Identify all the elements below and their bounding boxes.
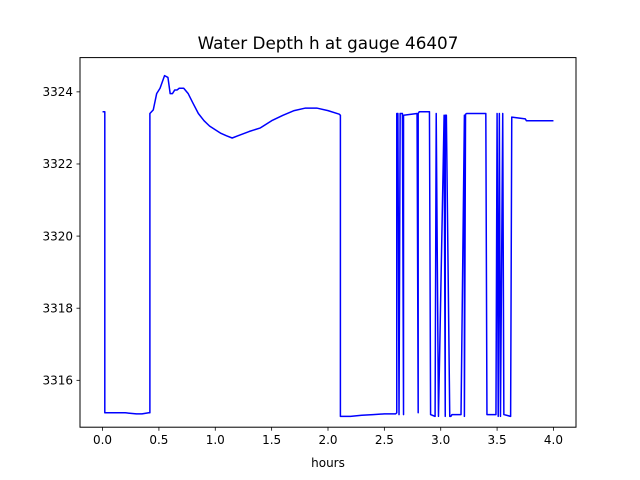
x-axis-label: hours <box>311 456 345 470</box>
x-tick-label: 2.5 <box>375 433 394 447</box>
chart-title: Water Depth h at gauge 46407 <box>198 33 459 53</box>
series-layer <box>102 74 554 418</box>
x-tick-label: 0.0 <box>93 433 112 447</box>
y-tick-label: 3324 <box>42 85 73 99</box>
x-tick-label: 1.5 <box>262 433 281 447</box>
y-tick-label: 3320 <box>42 229 73 243</box>
x-tick-label: 4.0 <box>544 433 563 447</box>
x-axis: 0.0 0.5 1.0 1.5 2.0 2.5 3.0 3.5 4.0 <box>93 427 563 447</box>
x-tick-label: 2.0 <box>318 433 337 447</box>
y-tick-label: 3322 <box>42 157 73 171</box>
series-line-0 <box>102 74 554 418</box>
x-tick-label: 3.5 <box>488 433 507 447</box>
x-tick-label: 0.5 <box>149 433 168 447</box>
plot-area <box>80 57 576 428</box>
y-tick-label: 3316 <box>42 374 73 388</box>
y-axis: 3316 3318 3320 3322 3324 <box>42 85 80 388</box>
x-tick-label: 1.0 <box>206 433 225 447</box>
y-tick-label: 3318 <box>42 301 73 315</box>
x-tick-label: 3.0 <box>431 433 450 447</box>
